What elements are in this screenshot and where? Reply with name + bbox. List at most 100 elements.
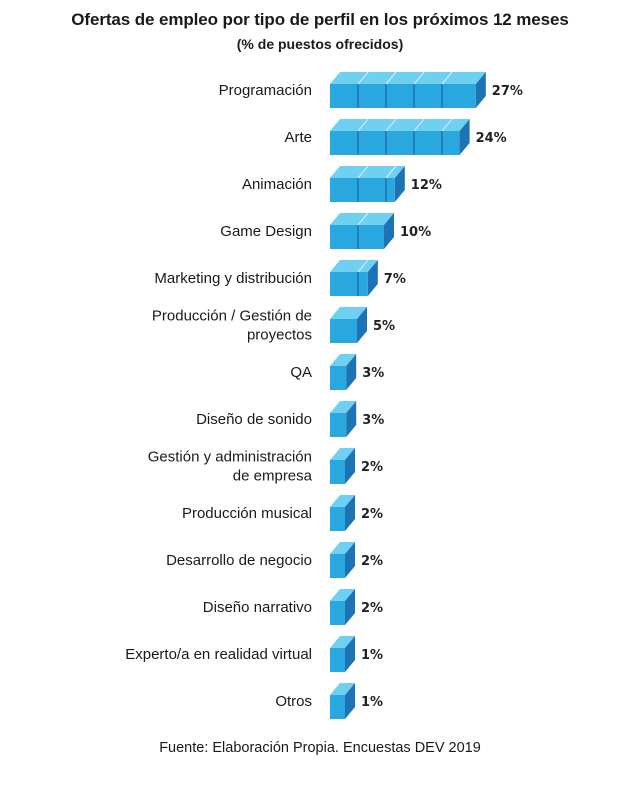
bar-top-face xyxy=(330,589,355,601)
bar-front-face xyxy=(330,84,476,108)
bar-front-face xyxy=(330,131,460,155)
value-label: 7% xyxy=(384,272,406,287)
bar xyxy=(330,165,405,202)
category-label: Marketing y distribución xyxy=(154,270,312,287)
bar-front-face xyxy=(330,272,368,296)
value-labels: 27% 24% 12% 10% 7% 5% 3% 3% 2% 2% 2% 2% 1% 1% xyxy=(361,84,523,710)
bar-segment-divider xyxy=(357,165,369,179)
bar xyxy=(330,589,355,625)
bar-top-face xyxy=(330,307,367,319)
bar-end-face xyxy=(345,448,355,484)
bar xyxy=(330,212,394,249)
bar-front-face xyxy=(330,507,345,531)
source-note: Fuente: Elaboración Propia. Encuestas DE… xyxy=(159,740,481,756)
bar-segment-divider xyxy=(413,71,425,85)
bar-front-face xyxy=(330,648,345,672)
bar-top-face xyxy=(330,495,355,507)
bar-end-face xyxy=(357,307,367,343)
category-label: Diseño de sonido xyxy=(196,411,312,428)
bar-top-face xyxy=(330,636,355,648)
bar-segment-divider xyxy=(441,71,453,85)
bar-chart: Programación Arte Animación Game Design Mark… xyxy=(125,71,523,719)
bar-end-face xyxy=(367,260,378,296)
value-label: 12% xyxy=(411,178,442,193)
bar xyxy=(330,448,355,484)
chart-title: Ofertas de empleo por tipo de perfil en … xyxy=(71,10,569,29)
bar-segment-divider xyxy=(357,212,369,226)
bar-end-face xyxy=(346,354,357,390)
value-label: 2% xyxy=(361,554,383,569)
category-label: Arte xyxy=(284,129,312,146)
value-label: 2% xyxy=(361,601,383,616)
bar xyxy=(330,118,470,155)
category-label: Desarrollo de negocio xyxy=(166,552,312,569)
category-label: QA xyxy=(290,364,312,381)
bar xyxy=(330,683,355,719)
bar-front-face xyxy=(330,460,345,484)
bar-front-face xyxy=(330,413,347,437)
category-label: Animación xyxy=(242,176,312,193)
bar xyxy=(330,354,357,390)
bar-segment-divider xyxy=(385,165,397,179)
bar-top-face xyxy=(330,213,394,225)
bar xyxy=(330,542,355,578)
value-label: 5% xyxy=(373,319,395,334)
category-label: Otros xyxy=(275,693,312,710)
bar-top-face xyxy=(330,354,357,366)
category-label: Game Design xyxy=(220,223,312,240)
bar xyxy=(330,401,357,437)
bar-segment-divider xyxy=(357,71,369,85)
bar-top-face xyxy=(330,683,355,695)
bar xyxy=(330,307,367,343)
category-labels: Programación Arte Animación Game Design Mark… xyxy=(125,82,312,710)
bar xyxy=(330,71,486,108)
value-label: 24% xyxy=(476,131,507,146)
value-label: 3% xyxy=(362,366,384,381)
category-label: Gestión y administración xyxy=(148,449,312,466)
bar-front-face xyxy=(330,366,347,390)
category-label: proyectos xyxy=(247,327,312,344)
bar-front-face xyxy=(330,225,384,249)
category-label: de empresa xyxy=(233,468,313,485)
bar-end-face xyxy=(475,72,486,108)
bar-top-face xyxy=(330,401,357,413)
bar-end-face xyxy=(394,166,405,202)
bar-front-face xyxy=(330,554,345,578)
bar-end-face xyxy=(345,683,355,719)
category-label: Diseño narrativo xyxy=(203,599,312,616)
value-label: 1% xyxy=(361,648,383,663)
category-label: Experto/a en realidad virtual xyxy=(125,646,312,663)
bar-end-face xyxy=(345,542,355,578)
bar-top-face xyxy=(330,448,355,460)
bar-end-face xyxy=(345,636,355,672)
bar-segment-divider xyxy=(357,259,369,273)
bar-segment-divider xyxy=(357,118,369,132)
bars-group xyxy=(330,71,486,719)
category-label: Producción / Gestión de xyxy=(152,308,312,325)
bar-end-face xyxy=(345,589,355,625)
bar-segment-divider xyxy=(385,71,397,85)
bar xyxy=(330,495,355,531)
bar-segment-divider xyxy=(441,118,453,132)
value-label: 1% xyxy=(361,695,383,710)
bar-top-face xyxy=(330,119,470,131)
bar xyxy=(330,636,355,672)
category-label: Producción musical xyxy=(182,505,312,522)
value-label: 2% xyxy=(361,460,383,475)
value-label: 10% xyxy=(400,225,431,240)
category-label: Programación xyxy=(219,82,312,99)
value-label: 27% xyxy=(492,84,523,99)
bar xyxy=(330,259,378,296)
bar-front-face xyxy=(330,601,345,625)
bar-end-face xyxy=(346,401,357,437)
bar-segment-divider xyxy=(413,118,425,132)
bar-front-face xyxy=(330,695,345,719)
bar-top-face xyxy=(330,72,486,84)
bar-segment-divider xyxy=(385,118,397,132)
bar-front-face xyxy=(330,319,357,343)
bar-top-face xyxy=(330,166,405,178)
bar-top-face xyxy=(330,542,355,554)
value-label: 3% xyxy=(362,413,384,428)
bar-end-face xyxy=(459,119,470,155)
value-label: 2% xyxy=(361,507,383,522)
